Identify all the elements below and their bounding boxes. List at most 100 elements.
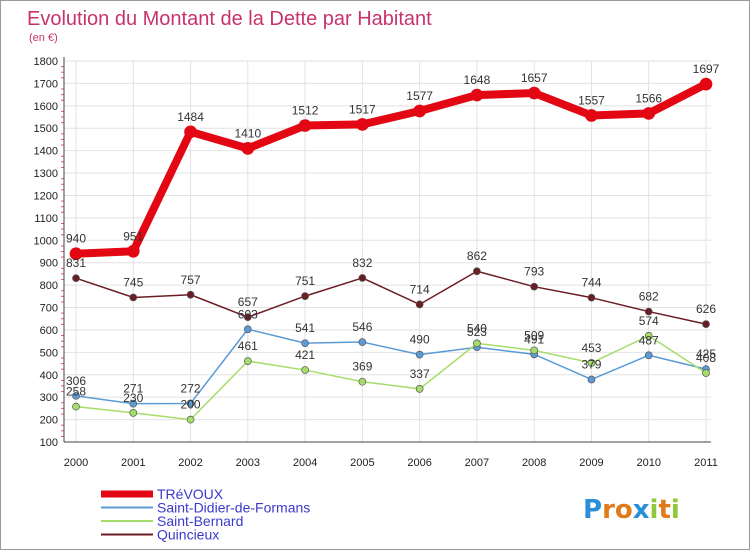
data-label: 574 [639,314,659,328]
y-tick-label: 1000 [34,235,58,247]
data-label: 425 [696,347,716,361]
data-point [358,377,367,386]
data-point [644,307,653,316]
data-point [186,290,195,299]
data-point [470,88,484,102]
data-label: 1566 [635,91,662,105]
proxiti-logo: Proxiti [583,495,680,525]
data-label: 541 [295,321,315,335]
data-label: 1557 [578,93,605,107]
x-tick-label: 2001 [121,457,145,469]
axes: 100 200 300 400 500 600 700 800 900 1000 1100 1200 1… [34,56,718,469]
logo-letter: P [583,495,602,525]
data-point [702,320,710,328]
data-label: 1648 [464,73,491,87]
data-point [126,244,140,258]
data-label: 461 [238,339,258,353]
data-point [186,399,195,408]
data-point [702,369,710,377]
x-tick-label: 2009 [579,457,603,469]
data-label: 940 [66,232,86,246]
y-tick-label: 1200 [34,190,58,202]
logo-letter: r [602,495,615,525]
legend-label: TRéVOUX [157,486,224,502]
data-point [356,118,369,131]
data-point [413,104,426,118]
data-label: 862 [467,249,487,263]
data-label: 1577 [406,89,433,103]
y-tick-label: 1600 [34,101,58,113]
logo-letter: i [671,495,680,525]
data-label: 1512 [292,104,319,118]
x-tick-label: 2000 [64,457,88,469]
grid [64,60,711,443]
legend: TRéVOUXSaint-Didier-de-FormansSaint-Bern… [101,486,310,543]
data-point [642,107,656,120]
data-point [644,331,653,340]
y-tick-label: 100 [40,437,58,449]
data-labels: 940 951 1484 1410 1512 1517 1577 1648 1657 1557 15… [66,62,720,412]
data-label: 793 [524,265,544,279]
data-label: 272 [181,381,201,395]
x-tick-label: 2004 [293,457,317,469]
series-line-1 [75,328,707,405]
data-point [530,282,539,291]
data-label: 491 [524,332,544,346]
x-tick-label: 2006 [407,457,431,469]
data-point [301,292,309,300]
data-point [699,77,713,91]
x-tick-label: 2007 [465,457,489,469]
x-tick-label: 2005 [350,457,374,469]
data-label: 453 [581,341,601,355]
legend-label: Saint-Bernard [157,513,243,529]
data-point [243,313,252,322]
data-point [72,274,80,283]
data-point [358,338,367,346]
y-tick-label: 700 [40,303,58,315]
legend-label: Quincieux [157,527,219,543]
data-label: 603 [238,307,258,321]
data-label: 200 [181,398,201,412]
y-tick-label: 1700 [34,78,58,90]
data-point [415,385,424,393]
data-label: 751 [295,274,315,288]
data-point [186,415,195,424]
data-point [415,350,424,359]
y-tick-label: 800 [40,280,58,292]
data-point [184,125,197,139]
data-label: 258 [66,385,86,399]
data-point [644,351,653,360]
data-label: 1517 [349,102,376,116]
series-group [69,77,713,424]
x-tick-label: 2011 [694,457,718,469]
data-label: 745 [123,275,143,289]
data-point [243,325,252,334]
data-label: 744 [581,276,601,290]
data-label: 626 [696,302,716,316]
data-label: 714 [410,282,430,296]
data-label: 1697 [693,62,720,76]
data-point [301,339,309,348]
data-label: 1410 [234,126,261,140]
x-tick-label: 2008 [522,457,546,469]
y-tick-label: 1500 [34,123,58,135]
logo-letter: o [615,495,633,525]
data-point [587,375,596,384]
chart-subtitle: (en €) [29,32,58,44]
data-point [473,339,481,348]
series-line-3 [75,270,707,325]
y-tick-label: 300 [40,392,58,404]
x-tick-label: 2002 [178,457,202,469]
data-point [587,293,596,302]
data-label: 657 [238,295,258,309]
y-tick-label: 1100 [34,213,58,225]
data-point [415,300,424,309]
logo-letter: t [658,495,670,525]
data-label: 490 [410,333,430,347]
y-tick-label: 1300 [34,168,58,180]
data-label: 757 [181,273,201,287]
data-label: 271 [123,382,143,396]
y-tick-label: 900 [40,258,58,270]
